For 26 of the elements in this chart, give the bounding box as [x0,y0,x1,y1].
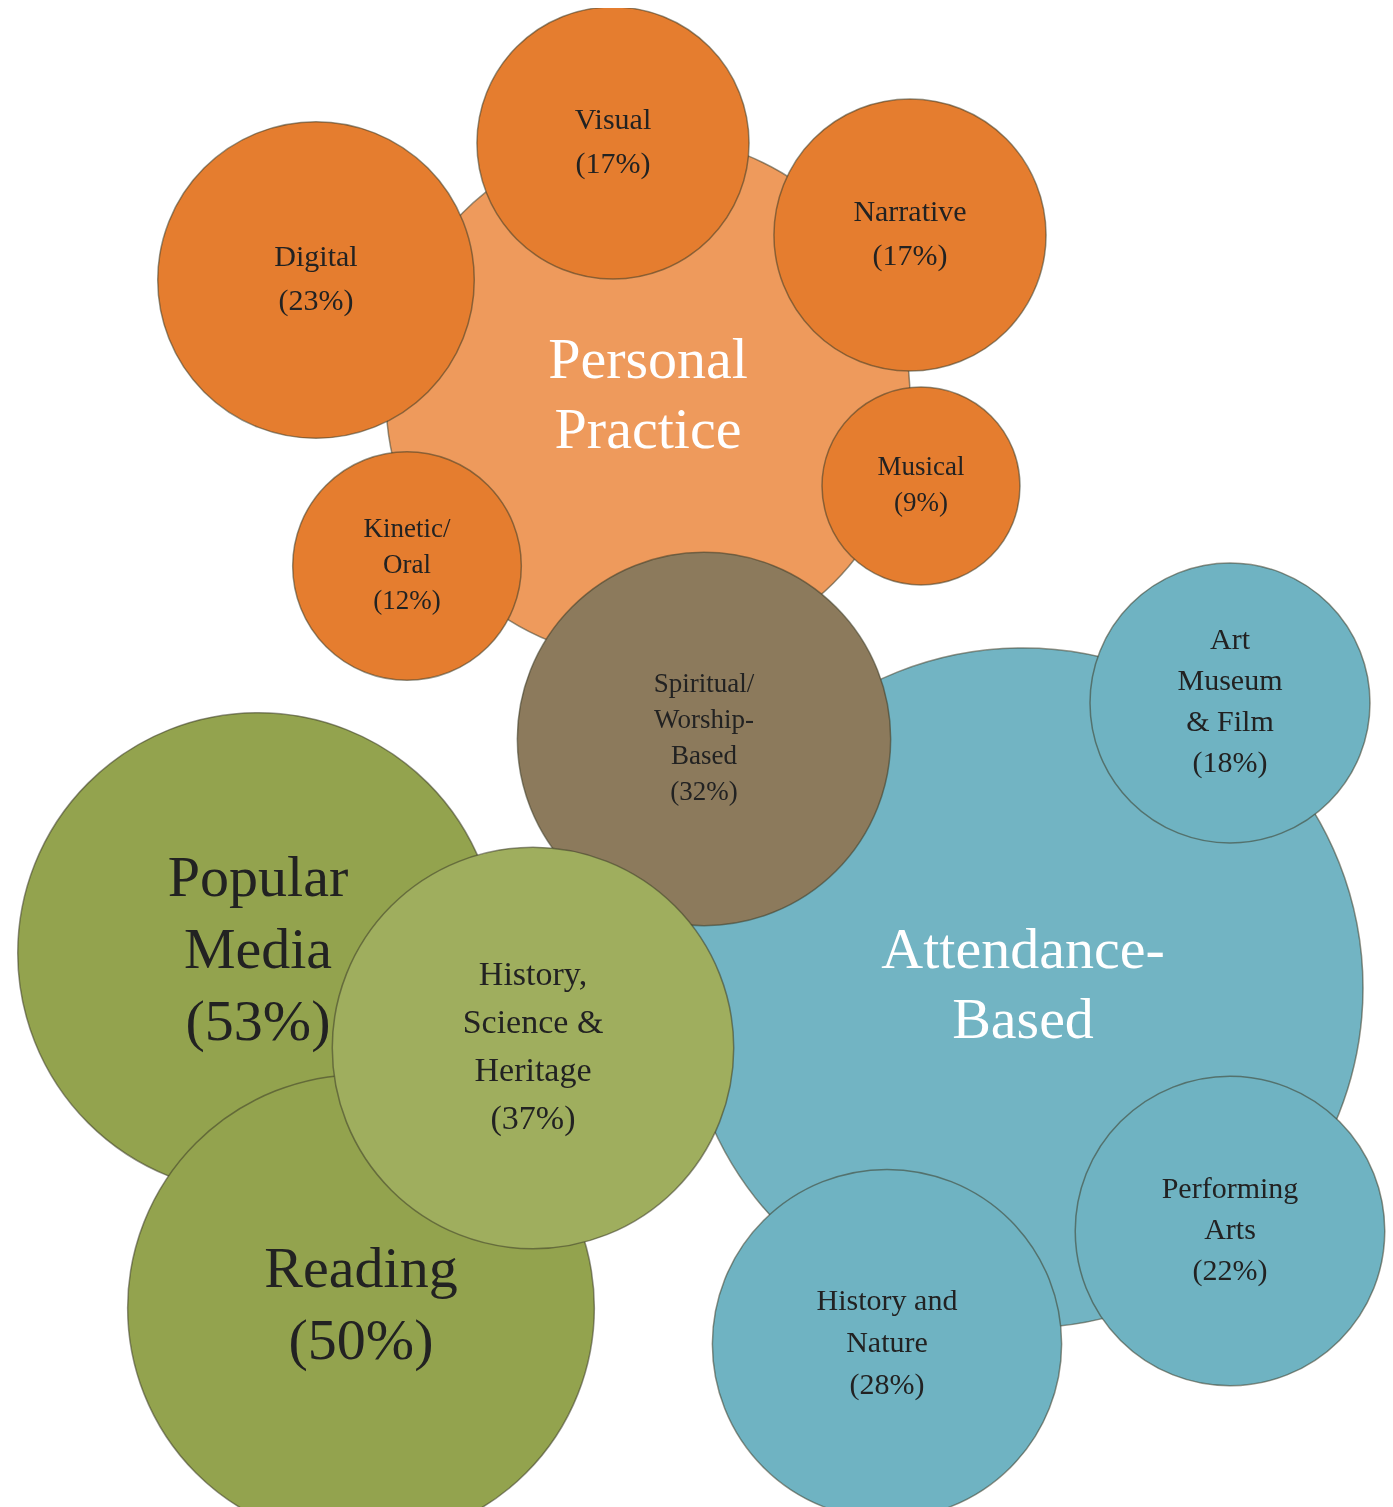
category-label: Digital [274,238,358,272]
data-label: (53%) [185,988,331,1054]
category-label: Art Museum & Film [1177,622,1283,738]
data-label: (17%) [872,237,948,272]
data-label: (37%) [490,1098,576,1137]
category-label: Performing Arts [1161,1170,1299,1245]
data-label: (28%) [849,1366,925,1401]
category-label: Narrative [853,193,967,227]
category-label: Kinetic/ Oral [363,513,451,580]
category-label: Visual [574,101,652,135]
category-label: Personal Practice [548,326,748,462]
category-label: Popular Media [167,844,349,982]
data-label: (32%) [670,776,738,807]
category-label: History and Nature [816,1282,958,1358]
data-label: (18%) [1192,745,1268,780]
data-label: (23%) [278,282,354,317]
data-label: (22%) [1192,1252,1268,1287]
category-label: History, Science & Heritage [462,954,604,1088]
data-label: (9%) [894,487,948,518]
data-label: (50%) [288,1307,434,1373]
data-label: (12%) [373,585,441,616]
data-label: (17%) [575,145,651,180]
category-label: Attendance-Based [881,916,1165,1052]
category-label: Reading [264,1235,458,1301]
category-label: Spiritual/ Worship-Based [653,668,755,771]
category-label: Musical [877,451,965,482]
